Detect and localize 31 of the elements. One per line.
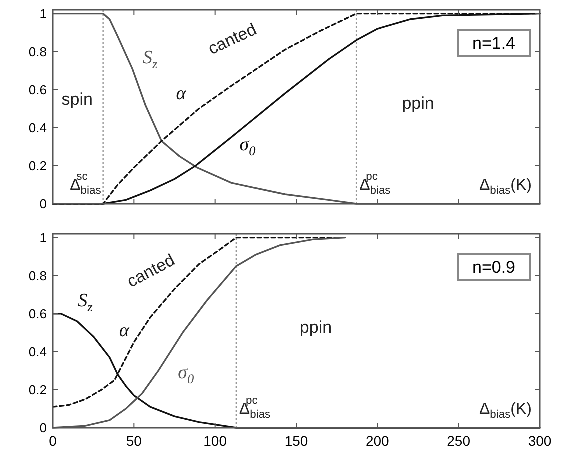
- y-tick-label: 0: [40, 420, 47, 436]
- annotation: ppin: [402, 94, 434, 113]
- x-tick-label: 300: [528, 433, 552, 449]
- x-tick-label: 250: [447, 433, 471, 449]
- x-axis-title: Δ$_{bias}$(K): [479, 401, 532, 421]
- annotation: spin: [62, 90, 93, 110]
- y-tick-label: 1: [40, 6, 47, 22]
- y-tick-label: 0.2: [28, 158, 47, 174]
- series-label: α: [176, 83, 188, 104]
- annotation: ppin: [300, 318, 332, 337]
- y-tick-label: 0: [40, 196, 47, 212]
- y-tick-label: 0.8: [28, 268, 47, 284]
- y-tick-label: 0.4: [28, 120, 47, 136]
- y-tick-label: 1: [40, 230, 47, 246]
- series-label: S$_{z}$: [78, 290, 93, 314]
- series-label: σ$_{0}$: [240, 134, 256, 158]
- x-tick-label: 100: [204, 433, 228, 449]
- x-tick-label: 50: [126, 433, 142, 449]
- x-axis-title: Δ$_{bias}$(K): [479, 177, 532, 197]
- y-tick-label: 0.4: [28, 344, 47, 360]
- series-label: σ$_{0}$: [178, 362, 194, 386]
- series-label: S$_{z}$: [143, 47, 158, 71]
- x-tick-label: 150: [284, 433, 308, 449]
- annotation: n=1.4: [472, 34, 516, 53]
- x-tick-label: 200: [366, 433, 390, 449]
- series-label: α: [119, 320, 130, 342]
- y-tick-label: 0.2: [28, 382, 47, 398]
- annotation: n=0.9: [472, 258, 516, 277]
- y-tick-label: 0.6: [28, 82, 47, 98]
- y-tick-label: 0.6: [28, 306, 47, 322]
- y-tick-label: 0.8: [28, 44, 47, 60]
